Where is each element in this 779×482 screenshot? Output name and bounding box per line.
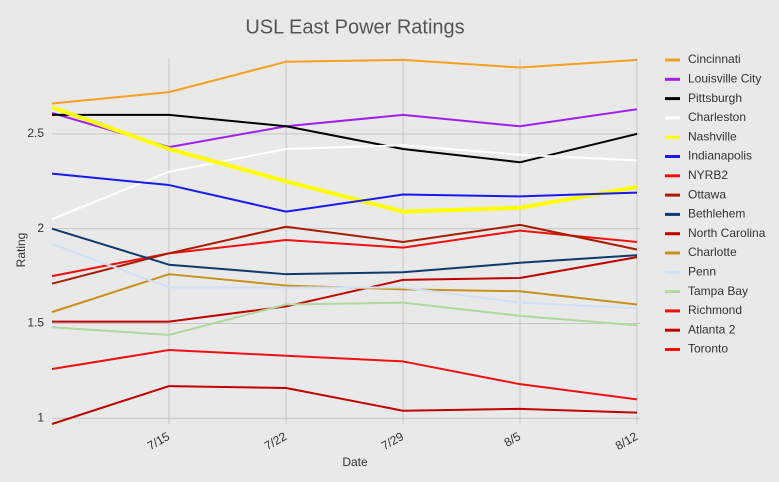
legend-label: Charleston [688,110,746,124]
grid: 1 1.5 2 2.5 7/15 7/22 7/29 8/5 8/12 [27,58,640,453]
legend-label: Tampa Bay [688,284,748,298]
legend-label: Nashville [688,129,737,143]
legend-label: Ottawa [688,187,726,201]
legend-label: NYRB2 [688,168,728,182]
series-line [51,227,638,276]
legend-label: North Carolina [688,226,766,240]
y-tick-label: 2.5 [27,126,44,140]
x-tick-label: 8/12 [613,429,641,453]
legend-label: Pittsburgh [688,91,742,105]
y-axis-label: Rating [14,233,28,268]
y-tick-label: 2 [37,221,44,235]
x-tick-label: 7/15 [145,429,173,453]
y-tick-label: 1 [37,410,44,424]
legend-label: Penn [688,264,716,278]
series-line [51,58,638,105]
x-tick-label: 7/29 [379,429,407,453]
series-line [52,256,638,323]
x-tick-label: 8/5 [502,429,524,450]
legend-label: Cincinnati [688,52,741,66]
x-axis-label: Date [342,455,368,469]
chart-title: USL East Power Ratings [245,16,464,38]
legend: Cincinnati Louisville City Pittsburgh Charl… [665,52,766,356]
series-line [52,113,638,164]
legend-label: Toronto [688,342,728,356]
legend-label: Richmond [688,303,742,317]
legend-label: Atlanta 2 [688,322,736,336]
series-line [51,242,638,310]
series-line [51,172,638,213]
x-tick-label: 7/22 [262,429,290,453]
series-line [51,105,638,214]
lines [51,58,638,425]
series-line [51,144,638,221]
legend-label: Charlotte [688,245,737,259]
legend-label: Bethlehem [688,207,745,221]
series-line [51,385,638,425]
series-line [51,349,638,401]
legend-label: Louisville City [688,71,761,85]
series-line [51,229,638,278]
y-tick-label: 1.5 [27,316,44,330]
series-line [51,301,638,336]
legend-label: Indianapolis [688,149,752,163]
